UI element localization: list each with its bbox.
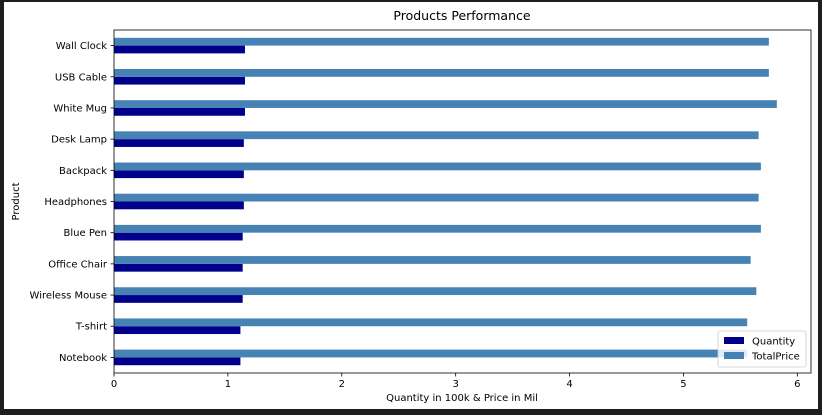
bar-quantity-office-chair <box>114 263 243 272</box>
bar-totalprice-backpack <box>114 162 761 171</box>
legend-label-totalprice: TotalPrice <box>751 352 800 363</box>
y-tick-label-blue-pen: Blue Pen <box>64 228 107 239</box>
legend-label-quantity: Quantity <box>752 337 795 348</box>
bar-totalprice-notebook <box>114 349 748 358</box>
bar-quantity-desk-lamp <box>114 139 244 147</box>
y-tick-label-backpack: Backpack <box>59 166 107 177</box>
bar-quantity-headphones <box>114 201 244 210</box>
bar-quantity-t-shirt <box>114 326 241 335</box>
bar-quantity-blue-pen <box>114 232 243 241</box>
bar-totalprice-t-shirt <box>114 318 748 327</box>
y-tick-label-wireless-mouse: Wireless Mouse <box>30 291 107 302</box>
y-tick-label-white-mug: White Mug <box>53 103 107 114</box>
y-tick-label-office-chair: Office Chair <box>48 259 108 270</box>
x-tick-label-2: 2 <box>339 379 345 390</box>
chart-frame: Products Performance 0 1 2 3 4 5 6 Notebook T-s… <box>4 2 818 409</box>
y-tick-label-headphones: Headphones <box>44 197 107 208</box>
bar-totalprice-usb-cable <box>114 68 769 77</box>
y-tick-label-notebook: Notebook <box>59 353 107 364</box>
chart-title: Products Performance <box>393 8 530 23</box>
x-tick-label-3: 3 <box>452 379 458 390</box>
bar-quantity-white-mug <box>114 107 245 116</box>
bar-quantity-backpack <box>114 170 244 179</box>
bar-totalprice-white-mug <box>114 100 777 108</box>
x-tick-label-6: 6 <box>794 379 800 390</box>
legend-swatch-quantity <box>724 337 744 344</box>
bars-layer <box>114 37 777 366</box>
bar-totalprice-headphones <box>114 193 759 202</box>
bar-quantity-usb-cable <box>114 76 245 85</box>
y-axis-label: Product <box>11 182 22 220</box>
bar-totalprice-wall-clock <box>114 37 769 46</box>
bar-totalprice-blue-pen <box>114 224 761 233</box>
bar-quantity-notebook <box>114 357 241 366</box>
x-tick-label-0: 0 <box>111 379 117 390</box>
bar-totalprice-office-chair <box>114 256 751 264</box>
bar-quantity-wireless-mouse <box>114 295 243 303</box>
y-axis-ticks: Notebook T-shirt Wireless Mouse Office Chai… <box>30 41 114 364</box>
y-tick-label-wall-clock: Wall Clock <box>56 41 107 52</box>
x-axis-label: Quantity in 100k & Price in Mil <box>386 393 538 404</box>
x-axis-ticks: 0 1 2 3 4 5 6 <box>111 373 801 390</box>
bar-totalprice-desk-lamp <box>114 131 759 140</box>
x-tick-label-5: 5 <box>680 379 686 390</box>
bar-chart: Products Performance 0 1 2 3 4 5 6 Notebook T-s… <box>11 8 812 404</box>
x-tick-label-1: 1 <box>225 379 231 390</box>
x-tick-label-4: 4 <box>566 379 572 390</box>
y-tick-label-desk-lamp: Desk Lamp <box>51 135 107 146</box>
y-tick-label-usb-cable: USB Cable <box>55 72 107 83</box>
legend: Quantity TotalPrice <box>717 330 807 368</box>
y-tick-label-t-shirt: T-shirt <box>75 322 107 333</box>
bar-quantity-wall-clock <box>114 45 245 54</box>
bar-totalprice-wireless-mouse <box>114 287 757 296</box>
legend-swatch-totalprice <box>724 352 744 359</box>
